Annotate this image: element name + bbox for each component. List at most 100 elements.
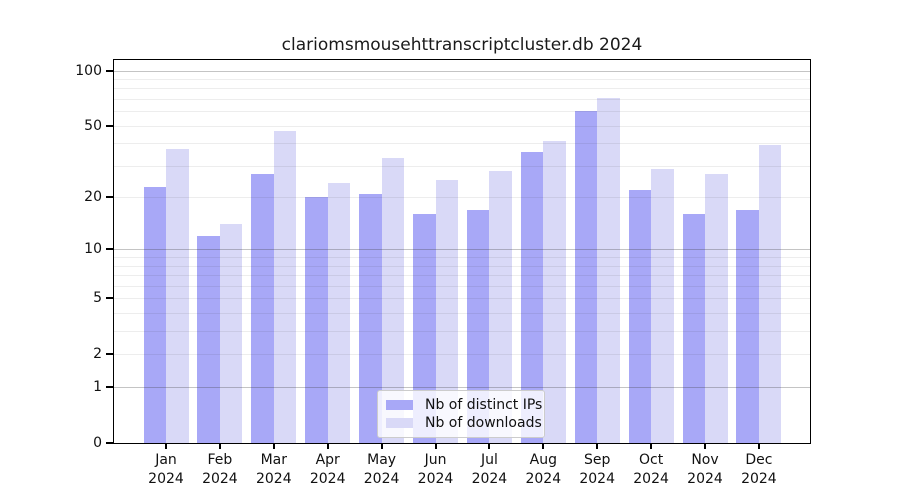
gridline-minor-7: [114, 275, 810, 277]
x-tick-mark-jul: [488, 443, 491, 449]
bar-downloads-nov: [705, 174, 728, 443]
y-tick-mark-2: [106, 353, 113, 356]
x-tick-label-sep: Sep 2024: [565, 451, 629, 489]
x-tick-mark-may: [380, 443, 383, 449]
y-tick-mark-100: [106, 69, 113, 72]
bar-downloads-feb: [219, 224, 243, 443]
x-tick-month: Feb: [207, 452, 233, 468]
bar-distinct-ips-jan: [143, 186, 166, 443]
x-tick-mark-aug: [542, 443, 545, 449]
bar-downloads-jul: [489, 171, 512, 443]
bar-downloads-sep: [597, 97, 620, 443]
bar-distinct-ips-dec: [736, 209, 759, 443]
y-tick-label-5: 5: [93, 290, 102, 307]
gridline-minor-5: [114, 298, 810, 300]
x-tick-year: 2024: [255, 471, 292, 487]
bar-downloads-dec: [758, 145, 782, 443]
x-tick-year: 2024: [202, 471, 238, 487]
bar-distinct-ips-oct: [628, 189, 652, 443]
x-tick-year: 2024: [525, 471, 562, 487]
y-tick-label-20: 20: [84, 189, 102, 206]
x-tick-month: Nov: [691, 452, 719, 468]
y-tick-mark-0: [106, 442, 113, 444]
chart-title: clariomsmousehttranscriptcluster.db 2024: [281, 35, 643, 55]
gridline-minor-80: [114, 88, 810, 90]
x-tick-mark-nov: [704, 443, 706, 449]
x-tick-label-feb: Feb 2024: [188, 451, 252, 489]
y-tick-mark-10: [106, 248, 113, 251]
y-tick-label-0: 0: [93, 435, 102, 451]
x-tick-mark-sep: [596, 443, 599, 449]
x-tick-mark-jan: [165, 443, 167, 449]
x-tick-year: 2024: [687, 471, 723, 487]
x-tick-label-mar: Mar 2024: [242, 451, 306, 489]
gridline-minor-70: [114, 98, 810, 100]
bar-downloads-jan: [166, 149, 189, 443]
x-tick-year: 2024: [148, 471, 184, 487]
gridline-minor-50: [114, 125, 810, 127]
x-tick-month: Jul: [480, 452, 498, 468]
y-tick-label-1: 1: [93, 379, 102, 396]
bar-distinct-ips-jul: [466, 209, 490, 443]
bar-downloads-apr: [327, 183, 351, 443]
bar-distinct-ips-jun: [413, 214, 436, 443]
x-tick-month: Oct: [638, 452, 664, 468]
gridline-minor-20: [114, 197, 810, 199]
gridline-minor-8: [114, 265, 810, 267]
gridline-minor-60: [114, 111, 810, 113]
x-tick-label-may: May 2024: [350, 451, 414, 489]
x-tick-year: 2024: [417, 471, 454, 487]
x-tick-month: May: [367, 452, 397, 468]
bar-distinct-ips-feb: [197, 236, 220, 443]
y-tick-mark-50: [106, 124, 113, 127]
x-tick-label-nov: Nov 2024: [673, 451, 737, 489]
y-tick-mark-20: [106, 196, 113, 199]
gridline-major-1: [114, 387, 810, 389]
x-tick-year: 2024: [579, 471, 615, 487]
x-tick-month: Jun: [424, 452, 447, 468]
x-tick-label-aug: Aug 2024: [511, 451, 575, 489]
x-tick-month: Aug: [529, 452, 557, 468]
legend-label-nb-of-distinct-ips: Nb of distinct IPs: [425, 397, 543, 413]
bar-downloads-may: [381, 158, 405, 443]
legend-label-nb-of-downloads: Nb of downloads: [425, 415, 542, 431]
x-tick-month: Dec: [745, 452, 773, 468]
gridline-minor-90: [114, 78, 810, 80]
bar-distinct-ips-apr: [305, 197, 328, 443]
y-tick-label-2: 2: [93, 346, 102, 363]
x-tick-label-apr: Apr 2024: [296, 451, 360, 489]
gridline-minor-4: [114, 313, 810, 315]
gridline-minor-30: [114, 165, 810, 167]
x-tick-mark-apr: [326, 443, 329, 449]
plot-area: Nb of distinct IPs Nb of downloads: [113, 59, 811, 444]
x-tick-mark-feb: [218, 443, 221, 449]
x-tick-year: 2024: [633, 471, 669, 487]
gridline-minor-9: [114, 257, 810, 259]
x-tick-label-jan: Jan 2024: [134, 451, 198, 489]
gridline-major-10: [114, 249, 810, 251]
y-tick-label-10: 10: [84, 241, 102, 258]
bar-distinct-ips-mar: [251, 174, 274, 443]
legend-swatch-nb-of-downloads: [386, 418, 413, 428]
x-tick-mark-dec: [757, 443, 760, 449]
y-tick-label-50: 50: [84, 117, 102, 134]
bar-distinct-ips-sep: [574, 111, 598, 443]
gridline-minor-40: [114, 143, 810, 145]
bar-distinct-ips-may: [359, 193, 382, 443]
x-tick-mark-mar: [272, 443, 275, 449]
legend: Nb of distinct IPs Nb of downloads: [377, 390, 545, 438]
legend-item-distinct-ips: Nb of distinct IPs: [386, 397, 542, 413]
gridline-minor-6: [114, 285, 810, 287]
gridline-minor-2: [114, 354, 810, 356]
x-tick-month: Jan: [155, 452, 177, 468]
y-tick-mark-1: [106, 386, 113, 389]
gridline-major-100: [114, 70, 810, 72]
x-tick-label-oct: Oct 2024: [619, 451, 683, 489]
y-tick-label-100: 100: [75, 62, 102, 79]
y-tick-mark-5: [106, 297, 113, 300]
x-tick-month: Apr: [315, 452, 340, 468]
bar-downloads-mar: [273, 130, 297, 443]
legend-item-downloads: Nb of downloads: [386, 415, 542, 431]
bar-downloads-aug: [543, 141, 566, 443]
